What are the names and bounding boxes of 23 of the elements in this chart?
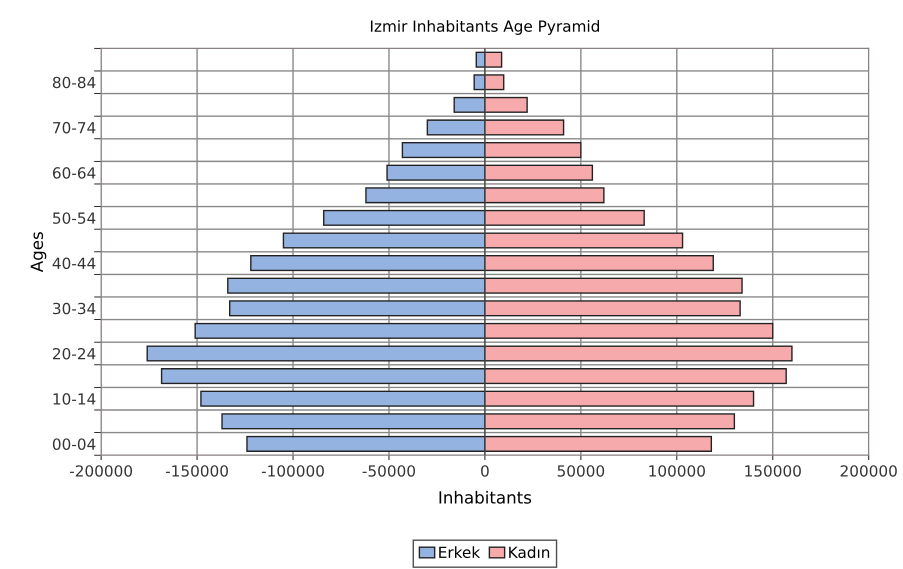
x-axis-title: Inhabitants [440, 490, 532, 504]
y-tick-label: 40-44 [52, 258, 96, 270]
x-tick-label: -50000 [362, 465, 416, 477]
y-tick-label: 00-04 [52, 438, 96, 450]
x-tick-label: 150000 [745, 465, 801, 477]
legend-label: Erkek [439, 546, 480, 558]
chart-title: Izmir Inhabitants Age Pyramid [370, 20, 599, 35]
x-tick-label: 0 [481, 465, 489, 477]
y-tick-label: 30-34 [53, 302, 96, 314]
y-tick-label: 20-24 [53, 348, 96, 360]
legend-label: Kadın [509, 546, 550, 558]
x-tick-label: -200000 [70, 465, 132, 477]
x-tick-label: 100000 [649, 465, 705, 477]
y-tick-label: 80-84 [52, 76, 96, 88]
y-tick-label: 50-54 [53, 212, 96, 224]
y-tick-label: 60-64 [52, 167, 96, 179]
x-tick-label: -150000 [166, 465, 228, 477]
x-tick-label: 200000 [840, 465, 897, 477]
y-tick-label: 70-74 [53, 122, 96, 134]
x-tick-label: 50000 [558, 465, 604, 477]
x-tick-label: -100000 [262, 465, 324, 477]
y-tick-label: 10-14 [54, 393, 96, 405]
y-axis-title: Ages [30, 232, 46, 272]
